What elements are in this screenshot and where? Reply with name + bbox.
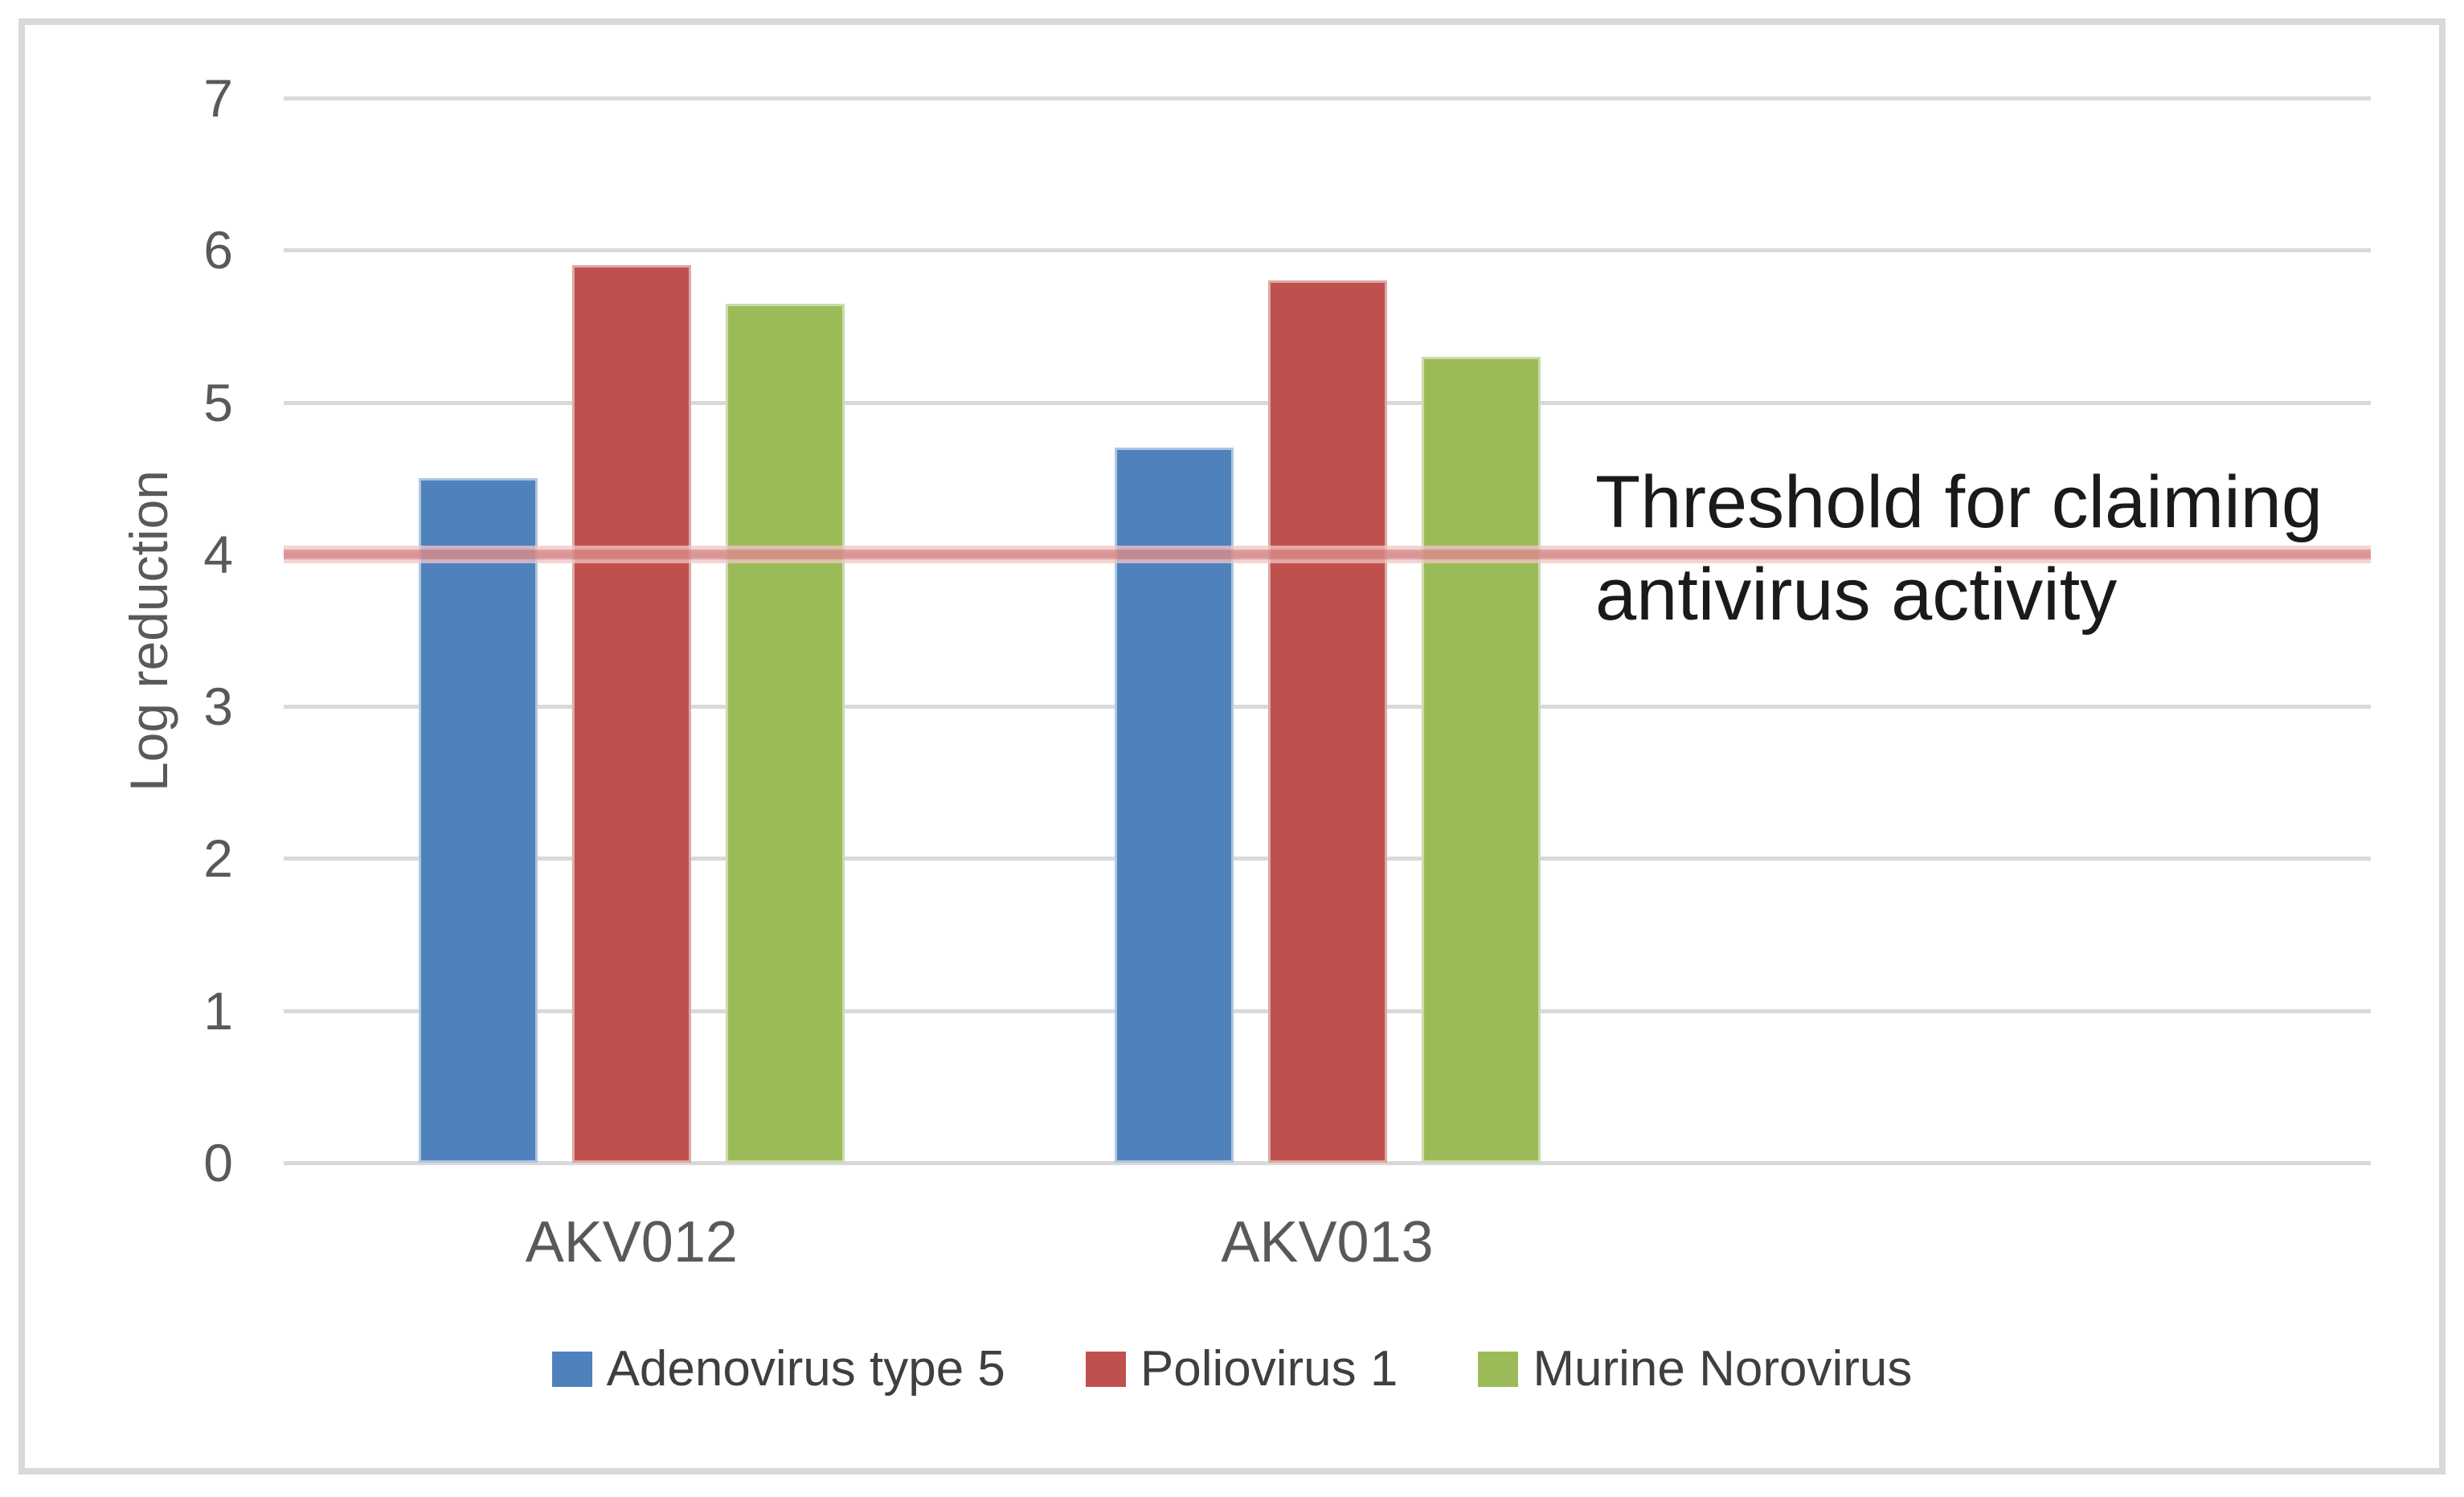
y-tick-label-0: 0: [203, 1133, 233, 1192]
bar-akv013-adenovirus-type-5: [1114, 448, 1234, 1163]
y-tick-label-4: 4: [203, 524, 233, 584]
gridline-y7: [284, 96, 2371, 100]
threshold-annotation-line1: Threshold for claiming: [1595, 461, 2323, 543]
plot-area: [284, 96, 2371, 1165]
category-label-akv013: AKV013: [1221, 1210, 1434, 1274]
bar-akv012-poliovirus-1: [571, 265, 691, 1163]
y-tick-label-5: 5: [203, 372, 233, 432]
legend-item-murine-norovirus: Murine Norovirus: [1478, 1340, 1912, 1397]
threshold-annotation: Threshold for claiming antivirus activit…: [1595, 456, 2323, 641]
y-tick-label-2: 2: [203, 828, 233, 889]
bar-akv013-poliovirus-1: [1267, 280, 1387, 1163]
legend: Adenovirus type 5 Poliovirus 1 Murine Noro…: [0, 1340, 2464, 1397]
legend-marker-poliovirus-1: [1085, 1351, 1126, 1387]
legend-marker-adenovirus-type-5: [551, 1351, 592, 1387]
gridline-y0: [284, 1161, 2371, 1165]
y-tick-label-1: 1: [203, 980, 233, 1041]
y-tick-label-3: 3: [203, 677, 233, 737]
bar-akv012-murine-norovirus: [725, 303, 845, 1163]
legend-label-adenovirus-type-5: Adenovirus type 5: [606, 1341, 1005, 1397]
bar-akv013-murine-norovirus: [1421, 356, 1541, 1163]
gridline-y6: [284, 248, 2371, 253]
y-tick-label-6: 6: [203, 220, 233, 280]
threshold-annotation-line2: antivirus activity: [1595, 554, 2118, 636]
bar-akv012-adenovirus-type-5: [418, 478, 538, 1163]
category-label-akv012: AKV012: [525, 1210, 738, 1274]
threshold-line: [284, 545, 2371, 563]
legend-item-poliovirus-1: Poliovirus 1: [1085, 1340, 1398, 1397]
legend-label-poliovirus-1: Poliovirus 1: [1140, 1341, 1398, 1397]
y-tick-label-7: 7: [203, 68, 233, 128]
legend-marker-murine-norovirus: [1478, 1351, 1519, 1387]
legend-label-murine-norovirus: Murine Norovirus: [1533, 1341, 1913, 1397]
legend-item-adenovirus-type-5: Adenovirus type 5: [551, 1340, 1005, 1397]
